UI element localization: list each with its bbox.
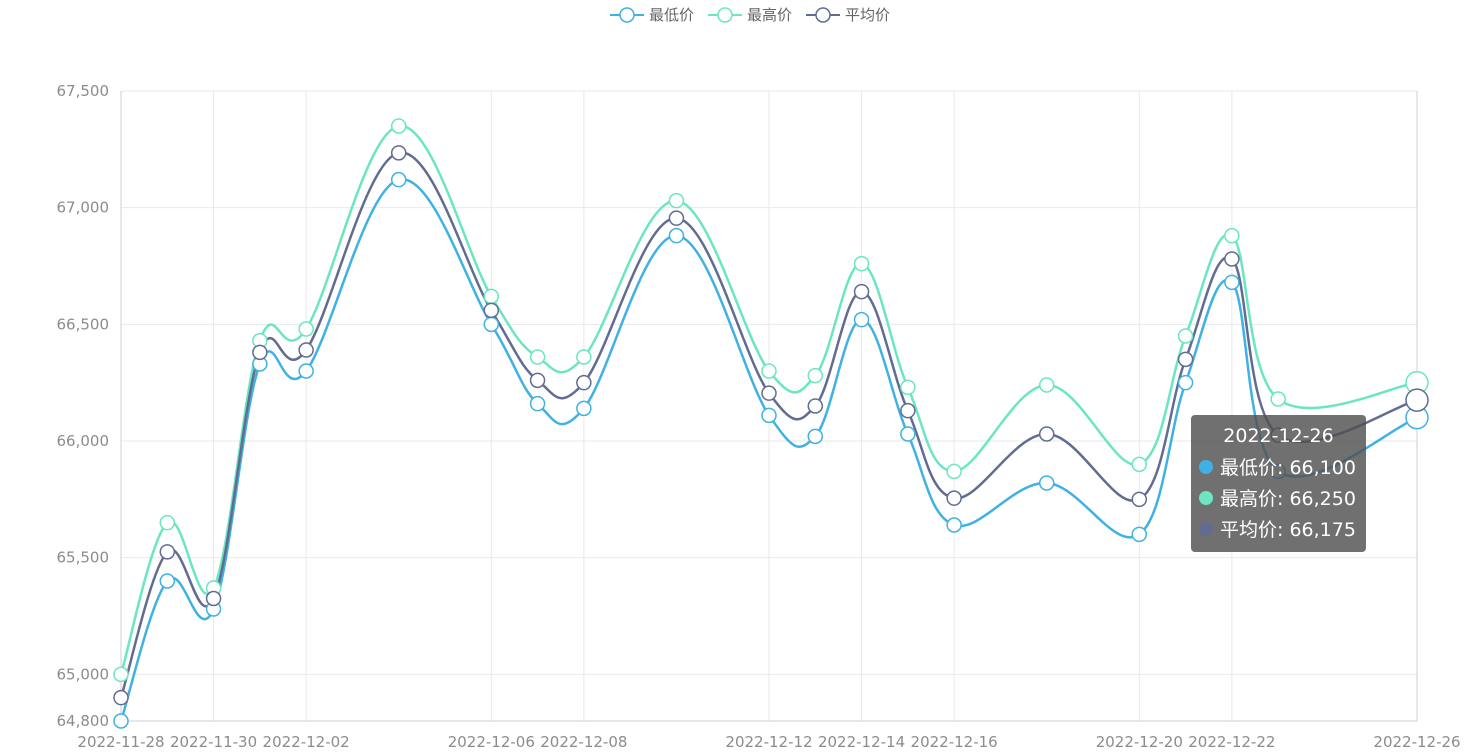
data-point-max xyxy=(853,255,870,272)
data-point-min xyxy=(946,517,962,533)
y-tick-label: 65,500 xyxy=(57,549,110,567)
legend-max-icon xyxy=(707,6,742,23)
tooltip-avg-dot xyxy=(1199,521,1213,536)
data-point-min xyxy=(113,713,129,729)
data-point-max xyxy=(1038,377,1055,393)
data-point-avg xyxy=(159,544,176,560)
data-point-avg xyxy=(1405,388,1429,412)
tooltip-max-dot xyxy=(1199,490,1213,505)
data-point-min xyxy=(853,311,870,328)
data-point-avg xyxy=(946,490,962,506)
x-tick-label: 2022-12-16 xyxy=(911,733,998,751)
tooltip-row-min: 最低价: 66,100 xyxy=(1199,451,1358,482)
x-tick-label: 2022-12-26 xyxy=(1373,733,1460,751)
legend-avg-label: 平均价 xyxy=(845,6,891,24)
data-point-avg xyxy=(668,210,685,226)
data-point-avg xyxy=(529,372,546,389)
data-point-max xyxy=(159,514,176,531)
data-point-min xyxy=(1131,526,1148,543)
legend-min-icon xyxy=(609,6,644,23)
legend-item-max[interactable]: 最高价 xyxy=(707,4,792,25)
tooltip-row-avg: 平均价: 66,175 xyxy=(1199,513,1358,544)
data-point-min xyxy=(298,363,314,379)
data-point-max xyxy=(298,321,314,337)
x-tick-label: 2022-11-30 xyxy=(170,733,257,751)
data-point-avg xyxy=(1224,251,1240,267)
data-point-max xyxy=(390,118,407,134)
y-tick-label: 67,000 xyxy=(57,199,110,217)
data-point-avg xyxy=(1177,351,1194,368)
data-point-min xyxy=(576,400,592,417)
x-tick-label: 2022-12-12 xyxy=(725,733,812,751)
tooltip-min-text: 最低价: 66,100 xyxy=(1220,457,1356,479)
y-tick-label: 65,000 xyxy=(57,665,110,683)
x-tick-label: 2022-12-06 xyxy=(448,733,535,751)
tooltip-row-max: 最高价: 66,250 xyxy=(1199,482,1358,513)
data-point-min xyxy=(668,227,685,244)
data-point-max xyxy=(761,363,777,379)
legend-max-label: 最高价 xyxy=(746,6,792,24)
legend-item-avg[interactable]: 平均价 xyxy=(806,4,890,25)
data-point-avg xyxy=(576,374,592,391)
data-point-avg xyxy=(1038,426,1055,442)
data-point-max xyxy=(1224,227,1240,244)
data-point-max xyxy=(1177,328,1194,344)
data-point-max xyxy=(576,349,592,365)
data-point-min xyxy=(159,573,176,589)
data-point-min xyxy=(529,395,546,412)
data-point-avg xyxy=(252,344,268,361)
data-point-avg xyxy=(900,402,916,419)
tooltip-max-text: 最高价: 66,250 xyxy=(1220,488,1356,510)
data-point-max xyxy=(807,367,824,384)
data-point-avg xyxy=(1131,491,1148,508)
chart-legend: 最低价 最高价 平均价 xyxy=(0,4,1474,25)
data-point-max xyxy=(1131,456,1148,473)
y-tick-label: 66,500 xyxy=(57,315,110,333)
legend-avg-icon xyxy=(806,6,840,23)
legend-item-min[interactable]: 最低价 xyxy=(609,4,694,25)
data-point-avg xyxy=(205,590,222,607)
chart-tooltip: 2022-12-26 最低价: 66,100 最高价: 66,250 平均价: … xyxy=(1191,415,1366,552)
data-point-avg xyxy=(761,385,777,401)
data-point-max xyxy=(900,379,916,396)
data-point-max xyxy=(946,463,962,480)
data-point-avg xyxy=(853,283,870,300)
data-point-min xyxy=(483,316,500,333)
data-point-avg xyxy=(483,302,500,319)
y-tick-label: 64,800 xyxy=(57,712,110,730)
x-tick-label: 2022-12-02 xyxy=(263,733,350,751)
data-point-min xyxy=(900,426,916,442)
tooltip-title: 2022-12-26 xyxy=(1223,425,1334,447)
x-tick-label: 2022-11-28 xyxy=(77,733,164,751)
x-tick-label: 2022-12-20 xyxy=(1096,733,1183,751)
data-point-avg xyxy=(298,342,314,358)
data-point-min xyxy=(761,407,777,424)
data-point-avg xyxy=(390,145,407,161)
y-tick-label: 67,500 xyxy=(57,82,110,100)
data-point-max xyxy=(1270,391,1286,407)
x-tick-label: 2022-12-14 xyxy=(818,733,905,751)
tooltip-avg-text: 平均价: 66,175 xyxy=(1220,519,1356,541)
y-tick-label: 66,000 xyxy=(57,432,110,450)
data-point-avg xyxy=(113,689,129,706)
legend-min-label: 最低价 xyxy=(648,6,694,24)
data-point-min xyxy=(807,428,824,445)
data-point-min xyxy=(1177,374,1194,391)
data-point-max xyxy=(113,666,129,683)
x-tick-label: 2022-12-08 xyxy=(540,733,627,751)
data-point-max xyxy=(529,349,546,365)
data-point-min xyxy=(390,171,407,188)
tooltip-min-dot xyxy=(1199,459,1213,474)
data-point-min xyxy=(1038,475,1055,491)
data-point-max xyxy=(483,288,500,305)
x-tick-label: 2022-12-22 xyxy=(1188,733,1275,751)
data-point-max xyxy=(668,192,685,209)
data-point-min xyxy=(1224,274,1240,291)
data-point-avg xyxy=(807,398,824,414)
